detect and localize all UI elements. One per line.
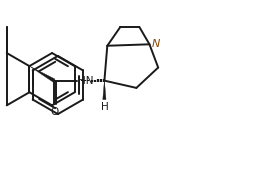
Polygon shape (29, 66, 55, 82)
Text: H: H (101, 102, 108, 112)
Text: O: O (50, 107, 58, 117)
Text: N: N (152, 39, 160, 49)
Polygon shape (103, 81, 106, 100)
Text: HN: HN (78, 76, 94, 86)
